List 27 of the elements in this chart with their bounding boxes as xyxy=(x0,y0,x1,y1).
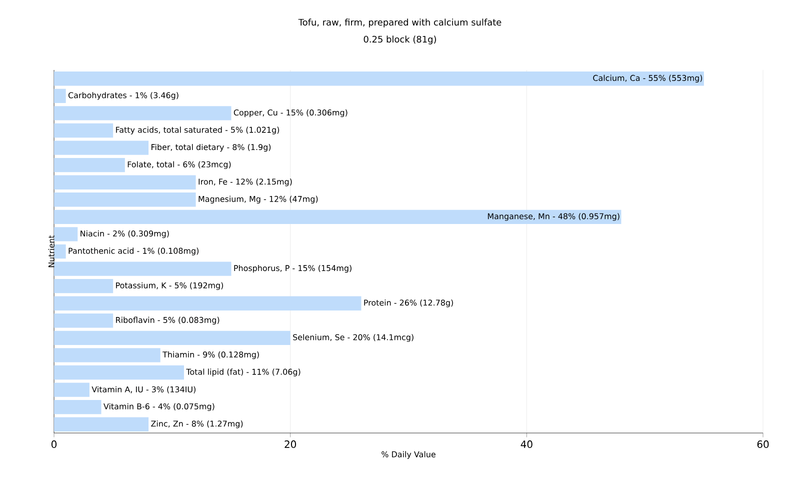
bar xyxy=(54,365,184,380)
bar xyxy=(54,278,114,294)
bar xyxy=(54,140,149,155)
x-tick-label: 60 xyxy=(757,440,769,448)
bar xyxy=(54,192,196,207)
bar xyxy=(54,330,290,346)
x-tick-label: 0 xyxy=(51,440,57,448)
x-tick-label: 40 xyxy=(520,440,532,448)
chart-subtitle: 0.25 block (81g) xyxy=(364,36,436,44)
bar xyxy=(54,244,66,259)
bar xyxy=(54,296,362,310)
bar xyxy=(54,88,66,104)
bar xyxy=(54,106,232,120)
bar xyxy=(54,417,149,432)
bar xyxy=(54,314,114,328)
bar xyxy=(54,123,114,138)
bar xyxy=(54,262,232,276)
bar xyxy=(54,382,90,397)
bar xyxy=(54,72,704,86)
bar xyxy=(54,175,196,190)
bar xyxy=(54,348,160,362)
bar xyxy=(54,158,125,172)
bar xyxy=(54,400,102,414)
bar xyxy=(54,210,622,224)
x-tick-label: 20 xyxy=(284,440,296,448)
bar xyxy=(54,227,78,242)
chart-title: Tofu, raw, firm, prepared with calcium sulfate xyxy=(298,18,502,28)
